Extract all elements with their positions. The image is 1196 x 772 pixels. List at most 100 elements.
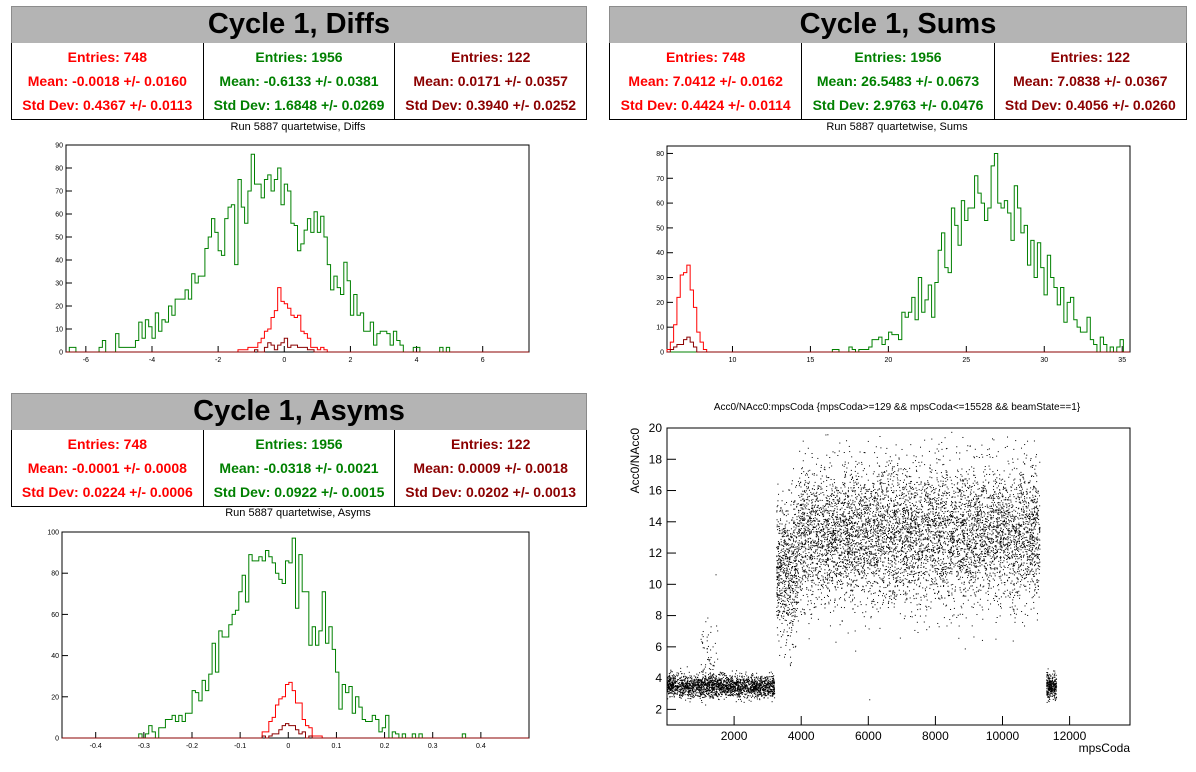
scatter-point (855, 493, 857, 495)
scatter-point (719, 679, 721, 681)
scatter-point (863, 536, 865, 538)
scatter-point (786, 639, 788, 641)
scatter-point (854, 510, 856, 512)
scatter-point (785, 571, 787, 573)
scatter-point (669, 682, 671, 684)
scatter-point (968, 514, 970, 516)
scatter-point (976, 556, 978, 558)
scatter-point (768, 680, 770, 682)
scatter-point (722, 672, 724, 674)
sums-xtick-label: 30 (1040, 357, 1048, 364)
scatter-point (746, 681, 748, 683)
scatter-point (700, 690, 702, 692)
scatter-point (851, 549, 853, 551)
scatter-point (710, 680, 712, 682)
scatter-point (753, 685, 755, 687)
scatter-point (788, 627, 790, 629)
scatter-point (715, 676, 717, 678)
scatter-point (916, 511, 918, 513)
scatter-point (784, 600, 786, 602)
scatter-point (855, 460, 857, 462)
scatter-point (997, 527, 999, 529)
scatter-point (1007, 555, 1009, 557)
scatter-point (1002, 478, 1004, 480)
scatter-point (752, 674, 754, 676)
scatter-point (721, 678, 723, 680)
scatter-point (897, 551, 899, 553)
scatter-point (951, 532, 953, 534)
scatter-point (737, 684, 739, 686)
scatter-point (915, 558, 917, 560)
scatter-point (699, 688, 701, 690)
scatter-point (1033, 537, 1035, 539)
scatter-point (725, 689, 727, 691)
scatter-point (684, 689, 686, 691)
scatter-point (696, 687, 698, 689)
scatter-point (1035, 570, 1037, 572)
scatter-point (782, 531, 784, 533)
scatter-point (696, 691, 698, 693)
scatter-point (910, 532, 912, 534)
scatter-point (708, 668, 710, 670)
scatter-point (708, 681, 710, 683)
scatter-point (980, 490, 982, 492)
scatter-point (710, 676, 712, 678)
scatter-point (926, 514, 928, 516)
scatter-point (791, 627, 793, 629)
scatter-point (832, 494, 834, 496)
scatter-point (778, 526, 780, 528)
scatter-point (744, 697, 746, 699)
scatter-point (721, 687, 723, 689)
scatter-point (726, 684, 728, 686)
scatter-point (828, 582, 830, 584)
scatter-point (790, 539, 792, 541)
scatter-point (956, 508, 958, 510)
scatter-point (723, 698, 725, 700)
scatter-point (701, 700, 703, 702)
scatter-point (795, 559, 797, 561)
scatter-point (862, 612, 864, 614)
scatter-point (812, 499, 814, 501)
scatter-point (777, 521, 779, 523)
scatter-point (853, 540, 855, 542)
scatter-point (673, 685, 675, 687)
scatter-point (764, 693, 766, 695)
scatter-point (820, 544, 822, 546)
scatter-point (683, 675, 685, 677)
scatter-point (894, 585, 896, 587)
scatter-point (711, 687, 713, 689)
scatter-point (778, 558, 780, 560)
scatter-point (670, 684, 672, 686)
scatter-point (815, 545, 817, 547)
scatter-point (692, 683, 694, 685)
scatter-point (829, 540, 831, 542)
scatter-point (901, 543, 903, 545)
scatter-point (780, 566, 782, 568)
scatter-point (959, 501, 961, 503)
scatter-point (720, 672, 722, 674)
scatter-point (789, 663, 791, 665)
scatter-point (984, 553, 986, 555)
scatter-point (732, 681, 734, 683)
scatter-point (847, 462, 849, 464)
scatter-point (890, 539, 892, 541)
scatter-point (689, 694, 691, 696)
scatter-point (690, 687, 692, 689)
scatter-point (1000, 500, 1002, 502)
sums-ytick-label: 30 (656, 275, 664, 282)
scatter-point (731, 682, 733, 684)
scatter-point (726, 678, 728, 680)
scatter-point (761, 694, 763, 696)
scatter-point (778, 561, 780, 563)
scatter-point (785, 603, 787, 605)
scatter-point (871, 491, 873, 493)
scatter-point (698, 684, 700, 686)
scatter-point (841, 573, 843, 575)
scatter-point (790, 662, 792, 664)
scatter-point (791, 519, 793, 521)
scatter-point (977, 522, 979, 524)
scatter-point (674, 676, 676, 678)
scatter-point (977, 566, 979, 568)
scatter-point (730, 681, 732, 683)
scatter-point (792, 612, 794, 614)
